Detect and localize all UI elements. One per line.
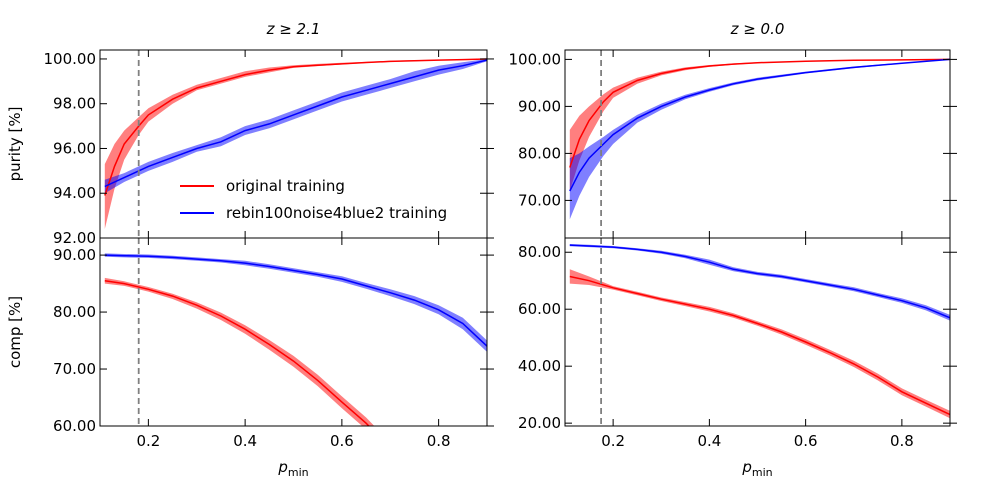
legend: original training rebin100noise4blue2 tra… — [180, 177, 447, 222]
x-tick-label: 0.6 — [794, 432, 818, 450]
x-axis-label: pmin — [277, 458, 308, 479]
original-line — [104, 58, 487, 196]
x-tick-label: 0.2 — [136, 432, 160, 450]
x-tick-label: 0.4 — [233, 432, 257, 450]
panel-title: z ≥ 2.1 — [266, 20, 321, 38]
rebin-band — [569, 244, 950, 321]
y-tick-label: 96.00 — [53, 139, 96, 157]
original-line — [569, 58, 950, 168]
axes-frame — [564, 237, 951, 427]
x-tick-label: 0.6 — [330, 432, 354, 450]
y-tick-label: 80.00 — [518, 243, 561, 261]
original-line — [104, 279, 370, 426]
y-tick-label: 70.00 — [53, 360, 96, 378]
panel-bottom-left: 0.2 0.4 0.6 0.8 60.00 70.00 80.00 90.00 comp [%]… — [6, 237, 494, 479]
plot-area — [569, 50, 950, 238]
y-tick-label: 80.00 — [53, 303, 96, 321]
plot-area — [569, 238, 950, 426]
y-tick-label: 20.00 — [518, 414, 561, 432]
y-axis-label: purity [%] — [6, 107, 24, 182]
y-tick-label: 40.00 — [518, 357, 561, 375]
y-tick-label: 90.00 — [53, 246, 96, 264]
x-tick-label: 0.8 — [890, 432, 914, 450]
y-tick-label: 100.00 — [509, 50, 562, 68]
x-axis-label-subscript: min — [288, 466, 309, 479]
rebin-band — [104, 253, 487, 352]
plot-area — [104, 238, 487, 426]
y-axis-label: comp [%] — [6, 296, 24, 368]
y-tick-label: 90.00 — [518, 97, 561, 115]
panel-top-left: 92.00 94.00 96.00 98.00 100.00 z ≥ 2.1 purity … — [6, 20, 494, 247]
rebin-line — [569, 244, 950, 319]
rebin-line — [104, 254, 487, 347]
x-tick-label: 0.8 — [427, 432, 451, 450]
plot-area — [104, 50, 487, 238]
rebin-band — [104, 59, 487, 194]
y-tick-label: 94.00 — [53, 184, 96, 202]
rebin-line — [104, 59, 487, 188]
axes-frame — [99, 237, 488, 427]
y-tick-label: 60.00 — [518, 300, 561, 318]
x-tick-label: 0.2 — [601, 432, 625, 450]
x-axis-label-main: p — [741, 458, 752, 476]
panel-top-right: 70.00 80.00 90.00 100.00 z ≥ 0.0 — [509, 20, 957, 239]
x-axis-label-main: p — [277, 458, 288, 476]
y-tick-label: 70.00 — [518, 191, 561, 209]
x-axis-label-subscript: min — [752, 466, 773, 479]
legend-label: rebin100noise4blue2 training — [226, 204, 447, 222]
rebin-line — [569, 58, 950, 192]
y-tick-label: 60.00 — [53, 417, 96, 435]
y-tick-label: 92.00 — [53, 229, 96, 247]
original-band — [569, 269, 950, 419]
legend-label: original training — [226, 177, 345, 195]
x-tick-label: 0.4 — [697, 432, 721, 450]
original-line — [569, 275, 950, 416]
panel-bottom-right: 0.2 0.4 0.6 0.8 20.00 40.00 60.00 80.00 pmin — [518, 237, 957, 479]
x-axis-label: pmin — [741, 458, 772, 479]
y-tick-label: 98.00 — [53, 95, 96, 113]
y-tick-label: 100.00 — [44, 50, 97, 68]
panel-title: z ≥ 0.0 — [730, 20, 785, 38]
original-band — [104, 277, 375, 426]
y-tick-label: 80.00 — [518, 144, 561, 162]
